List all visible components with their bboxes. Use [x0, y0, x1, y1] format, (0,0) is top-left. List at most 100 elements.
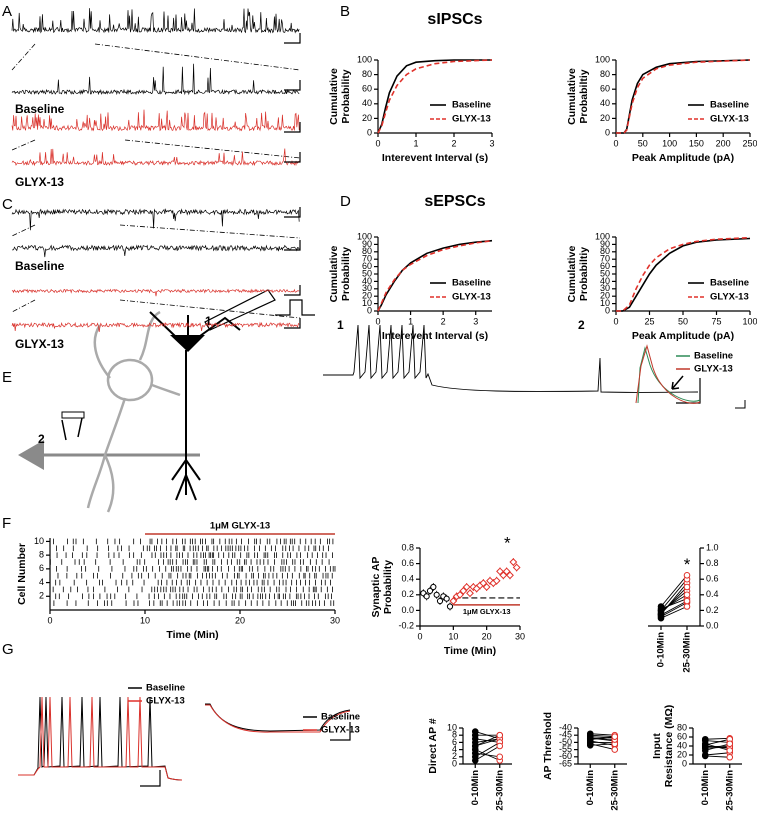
y-tick-label: 100	[595, 54, 610, 64]
trace-label: Baseline	[15, 102, 65, 116]
y-axis-title: Probabiltiy	[578, 69, 590, 123]
legend-label: GLYX-13	[452, 292, 491, 303]
data-point	[430, 583, 437, 591]
panel-label: D	[340, 193, 351, 210]
data-point	[657, 611, 665, 619]
pair-line	[590, 736, 615, 740]
legend-label: GLYX-13	[452, 114, 491, 125]
x-tick-label: 25-30Min	[682, 632, 693, 673]
y-tick-label: 6	[39, 563, 44, 573]
legend-label: GLYX-13	[710, 292, 749, 303]
data-point	[726, 740, 734, 748]
y-axis-title: Cumulative	[566, 246, 578, 303]
y-tick-label: 0	[452, 758, 457, 768]
data-point	[496, 567, 504, 576]
y-tick-label: 50	[600, 268, 610, 278]
data-point	[499, 571, 508, 580]
data-point	[701, 740, 709, 748]
trace	[11, 208, 300, 231]
scale-bar	[284, 80, 301, 91]
y-tick-label: 2	[39, 591, 44, 601]
y-tick-label: 80	[600, 246, 610, 256]
zoom-link	[124, 139, 301, 159]
x-axis-title: Peak Amplitude (pA)	[632, 152, 734, 164]
scale-bar	[284, 285, 301, 296]
data-point	[479, 579, 488, 588]
data-point	[492, 576, 501, 585]
y-tick-label: 40	[600, 276, 610, 286]
data-point	[611, 733, 619, 740]
cdf-line	[377, 239, 493, 312]
y-tick-label: 0.2	[401, 589, 414, 599]
y-tick-label: -45	[559, 730, 572, 740]
data-point	[512, 563, 521, 572]
x-axis-title: Time (Min)	[166, 629, 218, 641]
y-tick-label: 40	[600, 98, 610, 108]
pair-line	[590, 734, 615, 738]
x-tick-label: 20	[482, 631, 492, 641]
trace	[11, 63, 300, 96]
panel-label: A	[2, 3, 12, 20]
pair-line	[475, 734, 500, 747]
data-point	[586, 741, 594, 749]
x-axis-title: Interevent Interval (s)	[382, 152, 488, 164]
data-point	[586, 731, 594, 739]
legend-label: GLYX-13	[710, 114, 749, 125]
zoom-link	[11, 43, 36, 71]
pair-line	[705, 740, 730, 743]
zoom-link	[11, 299, 36, 313]
cdf-line	[377, 59, 493, 134]
y-axis-title: Input	[651, 733, 663, 759]
y-tick-label: 40	[362, 98, 372, 108]
y-axis-title: Probability	[340, 247, 352, 301]
x-tick-label: 10	[448, 631, 458, 641]
y-tick-label: 2	[452, 751, 457, 761]
heading: sEPSCs	[424, 193, 485, 210]
y-tick-label: 20	[600, 113, 610, 123]
pair-line	[590, 736, 615, 739]
y-tick-label: 0.2	[706, 605, 719, 615]
y-tick-label: 20	[600, 291, 610, 301]
y-axis-title: Resistance (MΩ)	[663, 705, 675, 788]
legend-label: Baseline	[452, 100, 491, 111]
data-point	[683, 591, 691, 599]
y-tick-label: 80	[362, 69, 372, 79]
data-point	[443, 595, 450, 602]
y-tick-label: 80	[600, 69, 610, 79]
y-tick-label: 0.0	[706, 620, 719, 630]
y-tick-label: 100	[357, 231, 372, 241]
data-point	[726, 753, 734, 761]
x-tick-label: 30	[515, 631, 525, 641]
y-tick-label: 10	[600, 298, 610, 308]
y-tick-label: 70	[600, 254, 610, 264]
stimulus-label: 2	[38, 432, 45, 446]
trace-number: 1	[337, 318, 344, 332]
y-tick-label: 60	[362, 261, 372, 271]
y-tick-label: 90	[362, 239, 372, 249]
y-tick-label: -50	[559, 737, 572, 747]
y-tick-label: 0.6	[401, 558, 414, 568]
x-tick-label: 10	[140, 615, 150, 625]
pair-line	[590, 743, 615, 746]
pair-line	[705, 738, 730, 746]
y-tick-label: 0	[367, 127, 372, 137]
x-tick-label: 0-10Min	[470, 770, 481, 806]
data-point	[701, 752, 709, 760]
y-tick-label: 0	[367, 305, 372, 315]
x-tick-label: 150	[689, 138, 704, 148]
trace	[637, 346, 701, 404]
pair-line	[660, 602, 688, 618]
cdf-line	[616, 236, 751, 312]
x-tick-label: 0-10Min	[656, 632, 667, 668]
x-tick-label: 25	[644, 316, 654, 326]
y-tick-label: 60	[600, 261, 610, 271]
cdf-line	[616, 59, 751, 134]
x-tick-label: 50	[638, 138, 648, 148]
panel-label: B	[340, 3, 350, 20]
y-tick-label: 10	[34, 536, 44, 546]
y-axis-title: Direct AP #	[427, 718, 439, 774]
data-point	[466, 589, 474, 598]
y-axis-title: Probability	[340, 69, 352, 123]
data-point	[462, 583, 471, 591]
